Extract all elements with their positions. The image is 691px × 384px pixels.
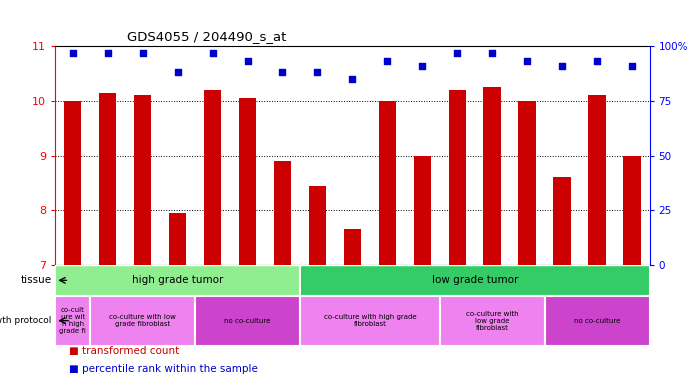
Bar (195, 296, 300, 346)
Text: no co-culture: no co-culture (574, 318, 621, 324)
Bar (300, 296, 439, 346)
Point (172, 69, 183, 75)
Bar (414, 156, 431, 265)
Text: low grade tumor: low grade tumor (432, 275, 518, 285)
Point (347, 76, 358, 82)
Text: ■ transformed count: ■ transformed count (69, 346, 180, 356)
Bar (343, 229, 361, 265)
Bar (91, 296, 195, 346)
Bar (379, 101, 396, 265)
Text: growth protocol: growth protocol (0, 316, 52, 325)
Bar (518, 101, 536, 265)
Bar (55, 296, 91, 346)
Bar (134, 95, 151, 265)
Bar (484, 87, 501, 265)
Bar (239, 98, 256, 265)
Bar (274, 161, 291, 265)
Text: high grade tumor: high grade tumor (132, 275, 223, 285)
Bar (99, 93, 117, 265)
Text: no co-culture: no co-culture (225, 318, 271, 324)
Point (557, 63, 568, 69)
Bar (553, 177, 571, 265)
Point (312, 69, 323, 75)
Bar (300, 265, 650, 296)
Point (67, 50, 78, 56)
Point (102, 50, 113, 56)
Bar (588, 95, 606, 265)
Text: co-culture with high grade
fibroblast: co-culture with high grade fibroblast (323, 314, 416, 327)
Text: ■ percentile rank within the sample: ■ percentile rank within the sample (69, 364, 258, 374)
Bar (623, 156, 641, 265)
Bar (64, 101, 82, 265)
Bar (439, 296, 545, 346)
Text: tissue: tissue (21, 275, 52, 285)
Text: GDS4055 / 204490_s_at: GDS4055 / 204490_s_at (126, 30, 286, 43)
Bar (55, 265, 300, 296)
Bar (448, 90, 466, 265)
Point (137, 50, 148, 56)
Point (627, 63, 638, 69)
Bar (169, 213, 187, 265)
Bar (545, 296, 650, 346)
Point (382, 58, 393, 65)
Point (417, 63, 428, 69)
Text: co-culture with
low grade
fibroblast: co-culture with low grade fibroblast (466, 311, 518, 331)
Point (277, 69, 288, 75)
Bar (309, 185, 326, 265)
Point (522, 58, 533, 65)
Point (242, 58, 253, 65)
Text: co-cult
ure wit
h high
grade fi: co-cult ure wit h high grade fi (59, 307, 86, 334)
Point (486, 50, 498, 56)
Bar (204, 90, 221, 265)
Point (591, 58, 603, 65)
Text: co-culture with low
grade fibroblast: co-culture with low grade fibroblast (109, 314, 176, 327)
Point (452, 50, 463, 56)
Point (207, 50, 218, 56)
